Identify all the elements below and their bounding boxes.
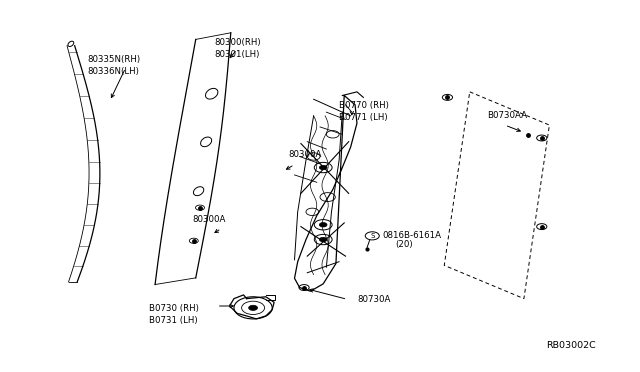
Text: RB03002C: RB03002C	[546, 341, 596, 350]
Text: B0730AA: B0730AA	[487, 111, 527, 121]
Text: 0816B-6161A: 0816B-6161A	[383, 231, 442, 240]
Text: B0730 (RH)
B0731 (LH): B0730 (RH) B0731 (LH)	[149, 304, 199, 325]
Text: 80300(RH)
80301(LH): 80300(RH) 80301(LH)	[215, 38, 262, 59]
Circle shape	[248, 305, 257, 310]
Text: (20): (20)	[395, 240, 413, 249]
Circle shape	[319, 237, 327, 242]
Text: S: S	[370, 233, 374, 239]
Text: 80300A: 80300A	[288, 150, 321, 159]
Circle shape	[319, 222, 327, 227]
Text: B0770 (RH)
B0771 (LH): B0770 (RH) B0771 (LH)	[339, 101, 389, 122]
Text: 80335N(RH)
80336N(LH): 80335N(RH) 80336N(LH)	[88, 55, 141, 76]
Circle shape	[319, 165, 327, 170]
Text: 80730A: 80730A	[357, 295, 390, 304]
Text: 80300A: 80300A	[193, 215, 226, 224]
